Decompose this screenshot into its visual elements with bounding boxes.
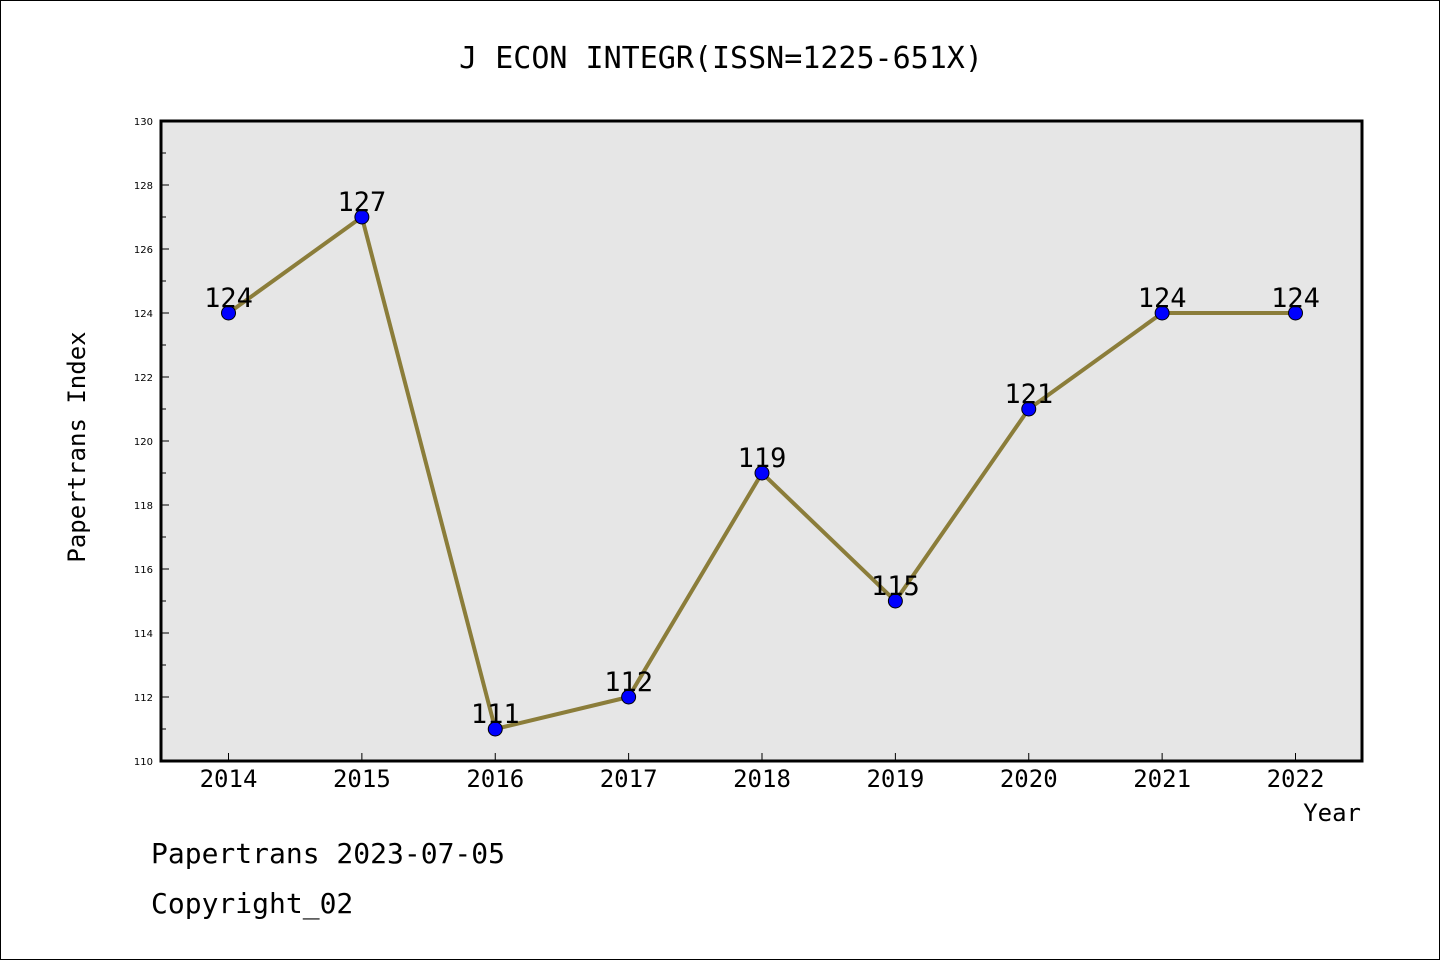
data-label: 115: [871, 571, 920, 602]
data-point: [887, 593, 903, 609]
x-tick-label: 2018: [733, 765, 791, 793]
y-tick-label: 112: [134, 693, 153, 704]
x-tick-label: 2020: [1000, 765, 1058, 793]
footer-copyright-line: Copyright_02: [151, 887, 354, 920]
data-label: 124: [1138, 283, 1187, 314]
y-axis-label: Papertrans Index: [63, 331, 91, 562]
x-tick-label: 2017: [600, 765, 658, 793]
data-label: 111: [471, 699, 520, 730]
data-label: 112: [604, 667, 653, 698]
y-tick-label: 130: [134, 117, 153, 128]
data-point: [354, 209, 370, 225]
y-tick-label: 110: [134, 757, 153, 768]
plot-area: [161, 121, 1362, 761]
x-axis-label: Year: [1303, 799, 1361, 827]
y-tick-label: 122: [134, 373, 153, 384]
y-tick-label: 114: [134, 629, 153, 640]
y-tick-label: 116: [134, 565, 153, 576]
data-point: [621, 689, 637, 705]
series-layer: 124 127 111 112 119 115 121 124 124: [204, 187, 1320, 737]
x-axis: 2014 2015 2016 2017 2018 2019 2020 2021 2022: [200, 753, 1325, 793]
x-tick-label: 2014: [200, 765, 258, 793]
y-tick-label: 126: [134, 245, 153, 256]
x-tick-label: 2016: [466, 765, 524, 793]
data-point: [221, 305, 236, 321]
y-tick-label: 118: [134, 501, 153, 512]
data-point: [1021, 401, 1037, 417]
y-tick-label: 124: [134, 309, 153, 320]
y-tick-label: 128: [134, 181, 153, 192]
data-label: 124: [1271, 283, 1320, 314]
chart-title: J ECON INTEGR(ISSN=1225-651X): [459, 41, 983, 76]
data-point: [1154, 305, 1170, 321]
data-label: 124: [204, 283, 253, 314]
data-label: 119: [738, 443, 787, 474]
footer-date-line: Papertrans 2023-07-05: [151, 837, 506, 870]
plot-border: [159, 119, 1364, 763]
x-tick-label: 2022: [1267, 765, 1325, 793]
y-tick-label: 120: [134, 437, 153, 448]
data-label: 127: [337, 187, 386, 218]
x-tick-label: 2015: [333, 765, 391, 793]
x-tick-label: 2019: [866, 765, 924, 793]
data-label: 121: [1004, 379, 1053, 410]
data-point: [487, 721, 503, 737]
data-point: [1288, 305, 1303, 321]
data-point: [754, 465, 770, 481]
x-tick-label: 2021: [1133, 765, 1191, 793]
